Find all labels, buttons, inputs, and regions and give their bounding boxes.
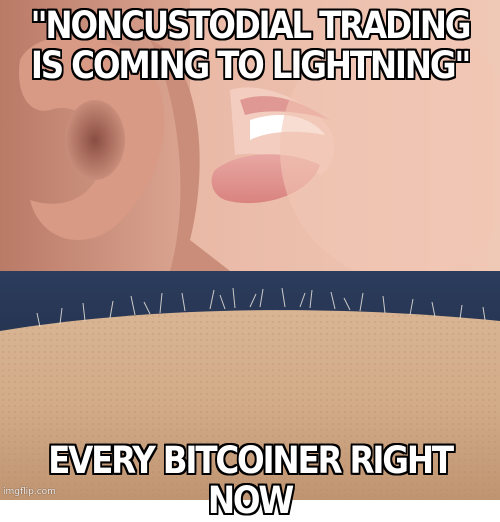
whisper-panel: "NONCUSTODIAL TRADING IS COMING TO LIGHT… [0, 0, 500, 271]
bottom-caption: EVERY BITCOINER RIGHT NOW [30, 441, 470, 521]
imgflip-watermark: imgflip.com [3, 487, 56, 497]
meme-image: "NONCUSTODIAL TRADING IS COMING TO LIGHT… [0, 0, 500, 500]
top-caption: "NONCUSTODIAL TRADING IS COMING TO LIGHT… [30, 6, 470, 86]
